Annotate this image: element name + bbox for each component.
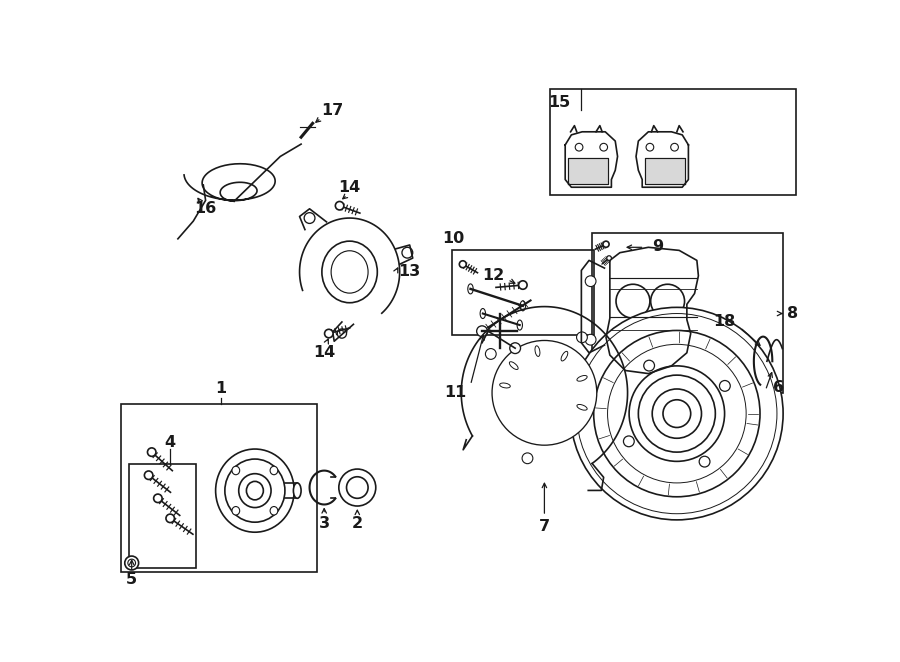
- Ellipse shape: [293, 483, 302, 498]
- Circle shape: [128, 559, 136, 567]
- Text: 9: 9: [652, 239, 663, 254]
- Polygon shape: [568, 158, 608, 184]
- Circle shape: [594, 330, 760, 496]
- Text: 1: 1: [215, 381, 227, 397]
- Circle shape: [603, 241, 609, 248]
- Circle shape: [485, 349, 496, 359]
- Ellipse shape: [480, 308, 485, 318]
- Circle shape: [646, 144, 653, 151]
- Circle shape: [644, 360, 654, 371]
- Circle shape: [338, 329, 346, 338]
- Circle shape: [509, 343, 520, 354]
- Circle shape: [651, 284, 685, 318]
- Ellipse shape: [518, 320, 523, 330]
- Text: 2: 2: [352, 516, 363, 531]
- Ellipse shape: [500, 383, 510, 388]
- Circle shape: [719, 381, 730, 391]
- Circle shape: [518, 281, 527, 289]
- Ellipse shape: [270, 466, 278, 475]
- Circle shape: [125, 556, 139, 570]
- Ellipse shape: [509, 361, 518, 369]
- Circle shape: [608, 344, 746, 483]
- Text: 4: 4: [165, 436, 176, 450]
- Text: 8: 8: [787, 306, 798, 321]
- Circle shape: [459, 261, 466, 267]
- Circle shape: [148, 448, 156, 456]
- Ellipse shape: [247, 481, 264, 500]
- Bar: [129, 463, 196, 567]
- Circle shape: [304, 213, 315, 224]
- Circle shape: [577, 314, 777, 514]
- Circle shape: [477, 326, 488, 336]
- Circle shape: [492, 340, 597, 445]
- Circle shape: [585, 334, 596, 345]
- Text: 14: 14: [338, 180, 361, 195]
- Circle shape: [522, 453, 533, 463]
- Circle shape: [325, 329, 333, 338]
- Circle shape: [629, 366, 724, 461]
- Circle shape: [585, 276, 596, 287]
- Circle shape: [624, 436, 634, 447]
- Text: 10: 10: [443, 231, 464, 246]
- Bar: [452, 250, 595, 335]
- Bar: [550, 89, 796, 195]
- Circle shape: [575, 144, 583, 151]
- Text: 18: 18: [714, 314, 735, 329]
- Text: 12: 12: [482, 267, 505, 283]
- Text: 15: 15: [549, 95, 571, 110]
- Bar: [592, 232, 783, 393]
- Ellipse shape: [468, 284, 473, 294]
- Ellipse shape: [577, 375, 587, 381]
- Ellipse shape: [232, 466, 239, 475]
- Circle shape: [144, 471, 153, 479]
- Circle shape: [402, 248, 413, 258]
- Ellipse shape: [216, 449, 294, 532]
- Ellipse shape: [232, 506, 239, 515]
- Circle shape: [520, 368, 569, 418]
- Ellipse shape: [520, 301, 526, 311]
- Circle shape: [652, 389, 701, 438]
- Circle shape: [599, 144, 608, 151]
- Circle shape: [336, 201, 344, 210]
- Circle shape: [607, 256, 611, 260]
- Ellipse shape: [331, 251, 368, 293]
- Circle shape: [154, 494, 162, 502]
- Text: 13: 13: [398, 264, 420, 279]
- Circle shape: [670, 144, 679, 151]
- Circle shape: [346, 477, 368, 498]
- Ellipse shape: [238, 474, 271, 508]
- Circle shape: [166, 514, 175, 522]
- Circle shape: [338, 469, 376, 506]
- Ellipse shape: [535, 346, 540, 356]
- Ellipse shape: [322, 241, 377, 303]
- Text: 7: 7: [539, 518, 550, 534]
- Text: 14: 14: [313, 344, 336, 359]
- Ellipse shape: [577, 404, 587, 410]
- Circle shape: [577, 332, 588, 343]
- Text: 11: 11: [444, 385, 466, 401]
- Text: 5: 5: [126, 573, 138, 587]
- Text: 6: 6: [773, 380, 784, 395]
- Ellipse shape: [270, 506, 278, 515]
- Circle shape: [638, 375, 716, 452]
- Ellipse shape: [561, 352, 568, 361]
- Text: 3: 3: [319, 516, 329, 531]
- Text: 17: 17: [320, 103, 343, 118]
- Circle shape: [663, 400, 690, 428]
- Circle shape: [571, 307, 783, 520]
- Polygon shape: [645, 158, 685, 184]
- Circle shape: [699, 456, 710, 467]
- Circle shape: [616, 284, 650, 318]
- Ellipse shape: [225, 459, 285, 522]
- Text: 16: 16: [194, 201, 217, 216]
- Bar: [121, 404, 318, 572]
